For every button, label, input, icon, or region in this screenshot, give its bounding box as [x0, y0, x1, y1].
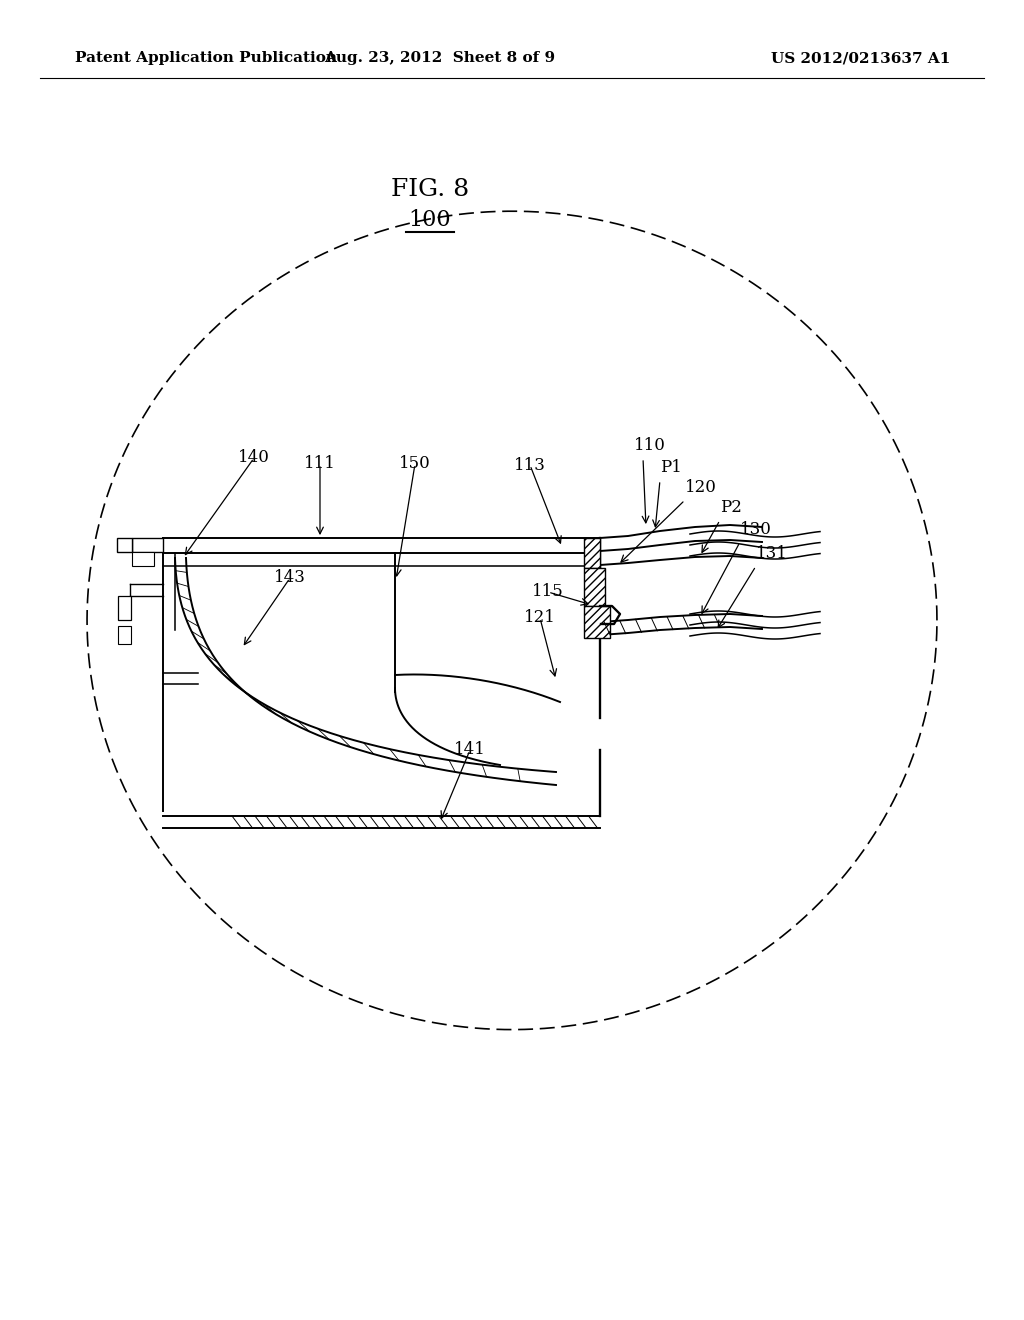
Text: 131: 131: [756, 545, 787, 562]
Text: FIG. 8: FIG. 8: [391, 178, 469, 202]
Text: 111: 111: [304, 455, 336, 473]
Text: 120: 120: [685, 479, 717, 496]
Text: 150: 150: [399, 455, 431, 473]
Bar: [584, 539, 600, 568]
Text: P1: P1: [660, 459, 682, 477]
Text: 115: 115: [532, 583, 564, 601]
Text: 121: 121: [524, 610, 556, 627]
Text: 140: 140: [238, 450, 270, 466]
Text: P2: P2: [720, 499, 741, 516]
Text: 143: 143: [274, 569, 306, 586]
Bar: [118, 626, 131, 644]
Text: 141: 141: [454, 742, 486, 759]
Text: Aug. 23, 2012  Sheet 8 of 9: Aug. 23, 2012 Sheet 8 of 9: [325, 51, 556, 65]
Bar: [132, 552, 154, 566]
Bar: [584, 606, 610, 638]
Text: 110: 110: [634, 437, 666, 454]
Text: 113: 113: [514, 457, 546, 474]
Text: 130: 130: [740, 521, 772, 539]
Bar: [118, 597, 131, 620]
Text: Patent Application Publication: Patent Application Publication: [75, 51, 337, 65]
Text: US 2012/0213637 A1: US 2012/0213637 A1: [771, 51, 950, 65]
Bar: [584, 568, 605, 606]
Text: 100: 100: [409, 209, 452, 231]
Bar: [132, 539, 163, 552]
Bar: [117, 539, 132, 552]
